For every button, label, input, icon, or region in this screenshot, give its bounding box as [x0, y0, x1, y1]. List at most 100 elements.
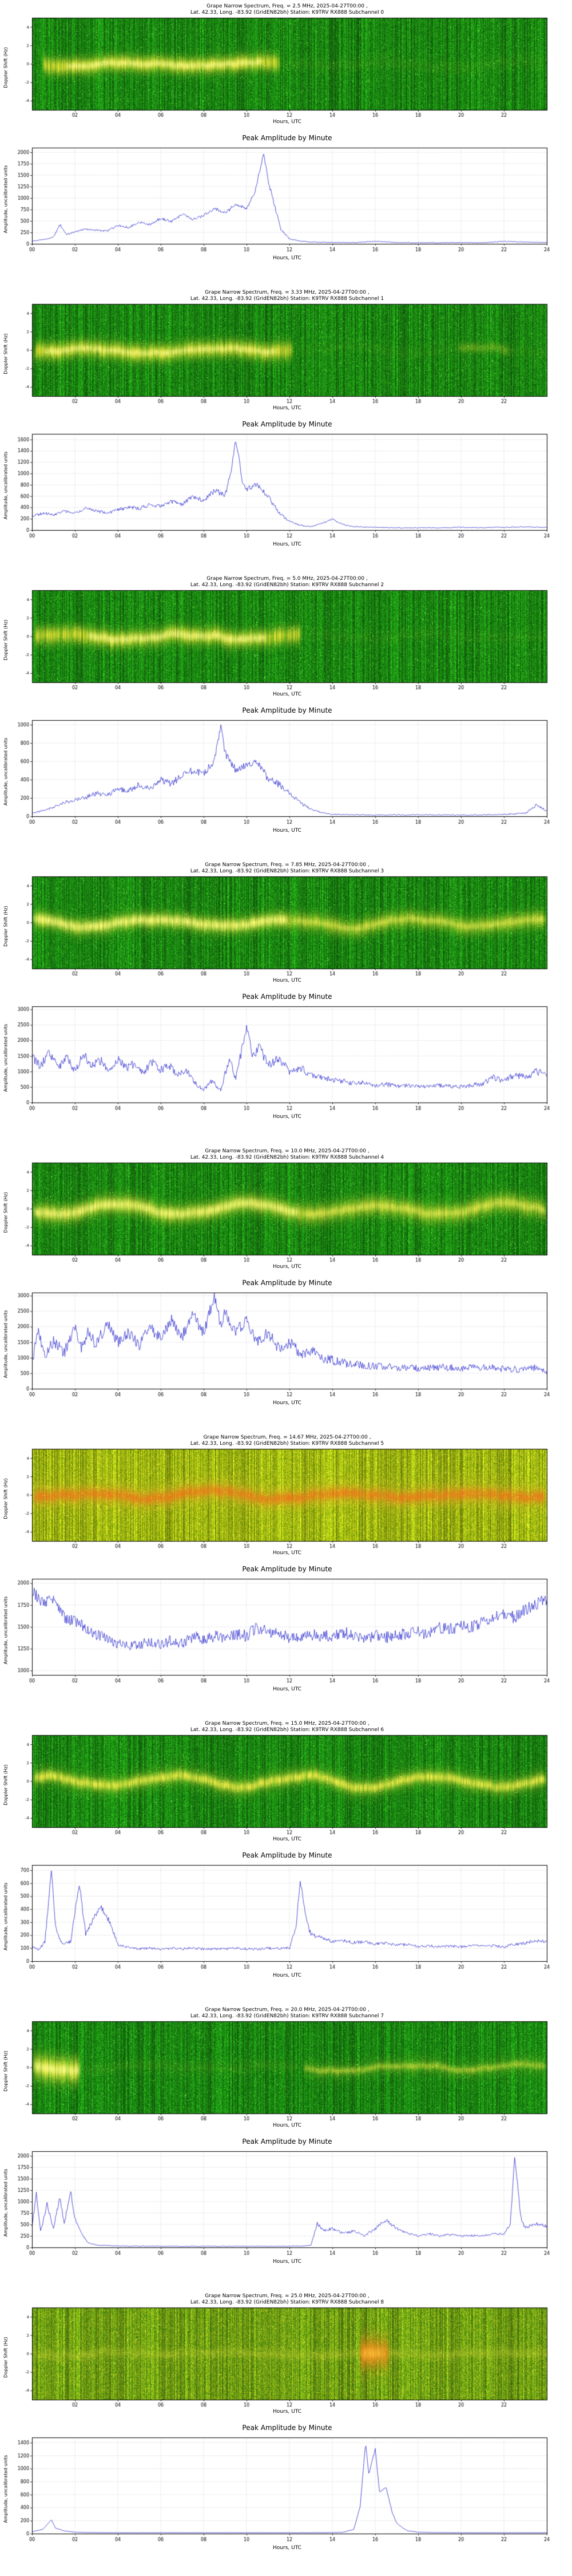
hours-axis-label: Hours, UTC — [273, 2259, 301, 2265]
spectrogram-title-line2: Lat. 42.33, Long. -83.92 (GridEN82bh) St… — [190, 1441, 384, 1447]
spectrogram-canvas — [9, 2306, 551, 2409]
spectrogram-canvas — [9, 588, 551, 692]
spectrogram-title-line2: Lat. 42.33, Long. -83.92 (GridEN82bh) St… — [190, 2300, 384, 2305]
spectrogram-title-line2: Lat. 42.33, Long. -83.92 (GridEN82bh) St… — [190, 296, 384, 302]
spectrogram-title-line1: Grape Narrow Spectrum, Freq. = 2.5 MHz, … — [206, 3, 368, 9]
amplitude-title: Peak Amplitude by Minute — [242, 1851, 332, 1859]
amplitude-axis-label: Amplitude, uncalibrated units — [3, 1310, 9, 1378]
spectrogram-section: Grape Narrow Spectrum, Freq. = 5.0 MHz, … — [2, 576, 572, 697]
amplitude-section: Peak Amplitude by Minute Amplitude, unca… — [2, 134, 572, 261]
hours-axis-label: Hours, UTC — [273, 1550, 301, 1556]
amplitude-axis-label: Amplitude, uncalibrated units — [3, 737, 9, 806]
spectrogram-section: Grape Narrow Spectrum, Freq. = 20.0 MHz,… — [2, 2007, 572, 2128]
spectrogram-title-line1: Grape Narrow Spectrum, Freq. = 3.33 MHz,… — [205, 290, 370, 295]
amplitude-canvas — [9, 2433, 551, 2545]
spectrogram-canvas — [9, 875, 551, 978]
chart-pair-4: Grape Narrow Spectrum, Freq. = 10.0 MHz,… — [0, 1145, 572, 1431]
hours-axis-label: Hours, UTC — [273, 405, 301, 411]
hours-axis-label: Hours, UTC — [273, 1973, 301, 1978]
doppler-axis-label: Doppler Shift (Hz) — [3, 1764, 9, 1805]
spectrogram-title-line2: Lat. 42.33, Long. -83.92 (GridEN82bh) St… — [190, 582, 384, 588]
amplitude-section: Peak Amplitude by Minute Amplitude, unca… — [2, 2138, 572, 2265]
spectrogram-title-line2: Lat. 42.33, Long. -83.92 (GridEN82bh) St… — [190, 2013, 384, 2019]
spectrogram-title-line1: Grape Narrow Spectrum, Freq. = 25.0 MHz,… — [205, 2293, 370, 2299]
spectrogram-title-line2: Lat. 42.33, Long. -83.92 (GridEN82bh) St… — [190, 10, 384, 15]
chart-pair-2: Grape Narrow Spectrum, Freq. = 5.0 MHz, … — [0, 572, 572, 859]
spectrogram-title-line2: Lat. 42.33, Long. -83.92 (GridEN82bh) St… — [190, 1727, 384, 1733]
doppler-axis-label: Doppler Shift (Hz) — [3, 619, 9, 661]
amplitude-axis-label: Amplitude, uncalibrated units — [3, 165, 9, 234]
amplitude-canvas — [9, 1574, 551, 1686]
spectrogram-canvas — [9, 2020, 551, 2123]
doppler-axis-label: Doppler Shift (Hz) — [3, 1192, 9, 1233]
amplitude-axis-label: Amplitude, uncalibrated units — [3, 2168, 9, 2237]
chart-pair-5: Grape Narrow Spectrum, Freq. = 14.67 MHz… — [0, 1431, 572, 1717]
amplitude-canvas — [9, 1288, 551, 1400]
hours-axis-label: Hours, UTC — [273, 2123, 301, 2128]
chart-pair-6: Grape Narrow Spectrum, Freq. = 15.0 MHz,… — [0, 1717, 572, 2004]
spectrogram-section: Grape Narrow Spectrum, Freq. = 7.85 MHz,… — [2, 862, 572, 983]
amplitude-canvas — [9, 429, 551, 542]
spectrogram-title-line1: Grape Narrow Spectrum, Freq. = 14.67 MHz… — [203, 1435, 371, 1440]
amplitude-axis-label: Amplitude, uncalibrated units — [3, 1596, 9, 1665]
amplitude-title: Peak Amplitude by Minute — [242, 1565, 332, 1573]
hours-axis-label: Hours, UTC — [273, 119, 301, 125]
hours-axis-label: Hours, UTC — [273, 828, 301, 833]
amplitude-title: Peak Amplitude by Minute — [242, 2424, 332, 2432]
chart-pair-0: Grape Narrow Spectrum, Freq. = 2.5 MHz, … — [0, 0, 572, 286]
spectrogram-section: Grape Narrow Spectrum, Freq. = 3.33 MHz,… — [2, 290, 572, 411]
amplitude-canvas — [9, 2147, 551, 2259]
spectrogram-canvas — [9, 16, 551, 119]
amplitude-title: Peak Amplitude by Minute — [242, 420, 332, 428]
spectrogram-section: Grape Narrow Spectrum, Freq. = 15.0 MHz,… — [2, 1721, 572, 1842]
hours-axis-label: Hours, UTC — [273, 1686, 301, 1692]
chart-pair-7: Grape Narrow Spectrum, Freq. = 20.0 MHz,… — [0, 2004, 572, 2290]
doppler-axis-label: Doppler Shift (Hz) — [3, 1478, 9, 1519]
spectrogram-title-line1: Grape Narrow Spectrum, Freq. = 5.0 MHz, … — [206, 576, 368, 582]
spectrogram-section: Grape Narrow Spectrum, Freq. = 25.0 MHz,… — [2, 2293, 572, 2415]
amplitude-title: Peak Amplitude by Minute — [242, 993, 332, 1001]
amplitude-section: Peak Amplitude by Minute Amplitude, unca… — [2, 1851, 572, 1978]
amplitude-section: Peak Amplitude by Minute Amplitude, unca… — [2, 1565, 572, 1692]
amplitude-section: Peak Amplitude by Minute Amplitude, unca… — [2, 420, 572, 547]
spectrogram-section: Grape Narrow Spectrum, Freq. = 2.5 MHz, … — [2, 3, 572, 125]
spectrogram-section: Grape Narrow Spectrum, Freq. = 14.67 MHz… — [2, 1435, 572, 1556]
spectrogram-canvas — [9, 1733, 551, 1836]
amplitude-section: Peak Amplitude by Minute Amplitude, unca… — [2, 1279, 572, 1406]
hours-axis-label: Hours, UTC — [273, 2545, 301, 2551]
spectrogram-canvas — [9, 1161, 551, 1264]
spectrogram-title-line2: Lat. 42.33, Long. -83.92 (GridEN82bh) St… — [190, 868, 384, 874]
hours-axis-label: Hours, UTC — [273, 542, 301, 547]
amplitude-axis-label: Amplitude, uncalibrated units — [3, 1024, 9, 1092]
spectrogram-canvas — [9, 302, 551, 405]
doppler-axis-label: Doppler Shift (Hz) — [3, 333, 9, 374]
amplitude-axis-label: Amplitude, uncalibrated units — [3, 451, 9, 520]
chart-pair-8: Grape Narrow Spectrum, Freq. = 25.0 MHz,… — [0, 2290, 572, 2576]
spectrogram-title-line2: Lat. 42.33, Long. -83.92 (GridEN82bh) St… — [190, 1155, 384, 1160]
spectrogram-title-line1: Grape Narrow Spectrum, Freq. = 20.0 MHz,… — [205, 2007, 370, 2013]
spectrogram-title-line1: Grape Narrow Spectrum, Freq. = 10.0 MHz,… — [205, 1148, 370, 1154]
amplitude-title: Peak Amplitude by Minute — [242, 706, 332, 714]
hours-axis-label: Hours, UTC — [273, 1400, 301, 1406]
amplitude-canvas — [9, 716, 551, 828]
chart-pair-1: Grape Narrow Spectrum, Freq. = 3.33 MHz,… — [0, 286, 572, 572]
doppler-axis-label: Doppler Shift (Hz) — [3, 47, 9, 88]
hours-axis-label: Hours, UTC — [273, 1264, 301, 1270]
amplitude-canvas — [9, 1860, 551, 1973]
amplitude-canvas — [9, 143, 551, 255]
spectrogram-title-line1: Grape Narrow Spectrum, Freq. = 7.85 MHz,… — [205, 862, 370, 868]
spectrogram-title-line1: Grape Narrow Spectrum, Freq. = 15.0 MHz,… — [205, 1721, 370, 1726]
amplitude-axis-label: Amplitude, uncalibrated units — [3, 2455, 9, 2523]
hours-axis-label: Hours, UTC — [273, 1114, 301, 1120]
spectrogram-canvas — [9, 1447, 551, 1550]
amplitude-canvas — [9, 1002, 551, 1114]
amplitude-title: Peak Amplitude by Minute — [242, 2138, 332, 2146]
hours-axis-label: Hours, UTC — [273, 255, 301, 261]
hours-axis-label: Hours, UTC — [273, 978, 301, 983]
hours-axis-label: Hours, UTC — [273, 1836, 301, 1842]
chart-pair-3: Grape Narrow Spectrum, Freq. = 7.85 MHz,… — [0, 859, 572, 1145]
amplitude-title: Peak Amplitude by Minute — [242, 134, 332, 142]
amplitude-section: Peak Amplitude by Minute Amplitude, unca… — [2, 706, 572, 833]
hours-axis-label: Hours, UTC — [273, 2409, 301, 2415]
spectrogram-section: Grape Narrow Spectrum, Freq. = 10.0 MHz,… — [2, 1148, 572, 1270]
